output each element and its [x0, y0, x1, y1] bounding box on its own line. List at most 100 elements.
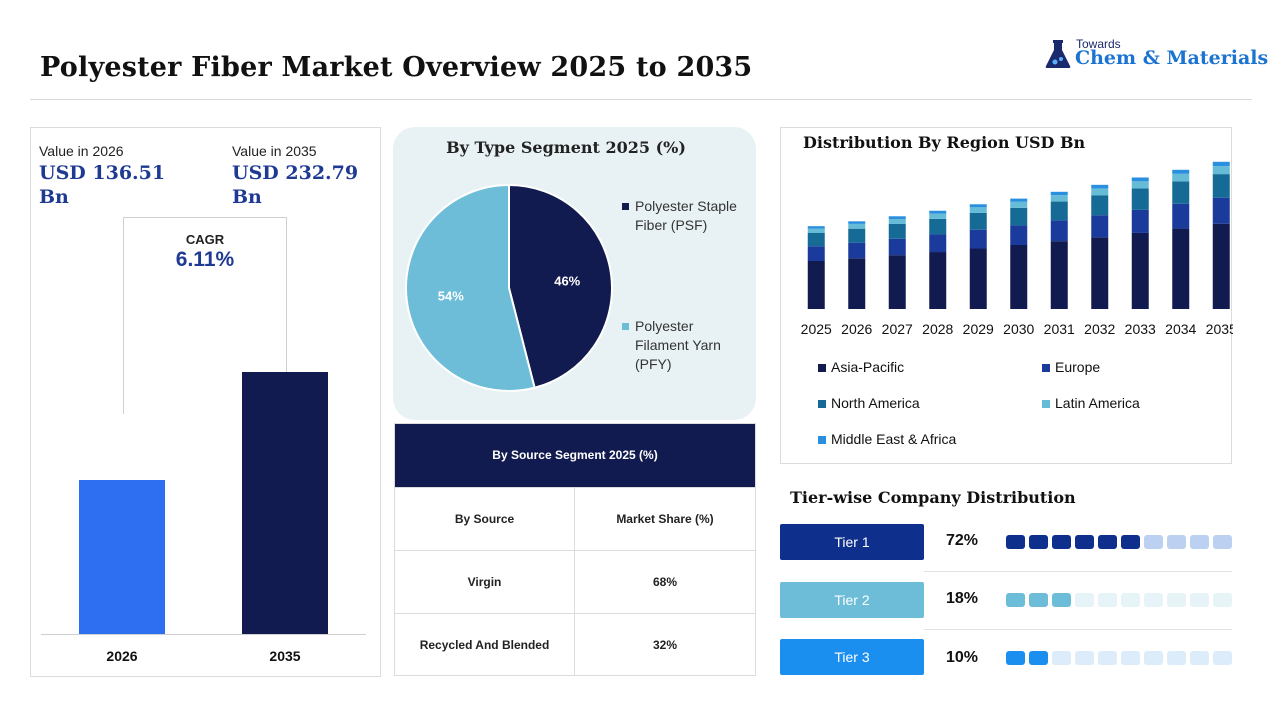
bar-segment-north-america-2033: [1131, 188, 1149, 210]
table-cell-source: Virgin: [395, 551, 575, 613]
table-header-row: By Source Market Share (%): [395, 487, 755, 550]
bar-segment-asia-pacific-2027: [888, 255, 906, 309]
tier-1-label: Tier 1: [780, 524, 924, 560]
bar-segment-latin-america-2035: [1212, 166, 1230, 175]
bar-segment-latin-america-2025: [807, 228, 825, 233]
bar-segment-middle-east-africa-2025: [807, 226, 825, 229]
bar-segment-europe-2033: [1131, 209, 1149, 233]
tier-dot-empty: [1121, 651, 1140, 665]
legend-pfy-label: Polyester Filament Yarn (PFY): [635, 318, 721, 372]
region-panel: Distribution By Region USD Bn 2025 2026 20…: [780, 127, 1233, 464]
tier-dot-filled: [1006, 593, 1025, 607]
bar-segment-asia-pacific-2034: [1172, 228, 1190, 309]
bar-2026: [79, 480, 165, 634]
logo-big-text: Chem & Materials: [1075, 47, 1269, 69]
x-tick-2025: 2025: [801, 321, 832, 337]
tier-2-pct: 18%: [946, 590, 979, 607]
tier-divider: [924, 571, 1232, 572]
tier-dot-empty: [1213, 651, 1232, 665]
x-tick-2035: 2035: [269, 648, 301, 664]
x-axis-line: [41, 634, 366, 635]
page-title: Polyester Fiber Market Overview 2025 to …: [40, 52, 753, 83]
bar-segment-middle-east-africa-2026: [848, 221, 866, 224]
x-tick-2026: 2026: [106, 648, 138, 664]
cagr-box: CAGR 6.11%: [123, 217, 287, 414]
bar-segment-middle-east-africa-2034: [1172, 169, 1190, 174]
table-title: By Source Segment 2025 (%): [395, 424, 755, 487]
bar-segment-asia-pacific-2033: [1131, 232, 1149, 309]
x-tick-2030: 2030: [1003, 321, 1034, 337]
bar-segment-latin-america-2030: [1010, 201, 1028, 208]
tier-3-label: Tier 3: [780, 639, 924, 675]
x-tick-2033: 2033: [1125, 321, 1156, 337]
bar-segment-north-america-2031: [1050, 201, 1068, 221]
bar-segment-asia-pacific-2030: [1010, 245, 1028, 309]
bar-segment-asia-pacific-2032: [1091, 237, 1109, 309]
tier-dot-empty: [1167, 535, 1186, 549]
bar-segment-europe-2027: [888, 238, 906, 256]
value-panel: Value in 2026 USD 136.51 Bn Value in 203…: [30, 127, 381, 677]
logo-small-text: Towards: [1076, 37, 1121, 51]
tier-1-pct: 72%: [946, 532, 979, 549]
tier-dot-filled: [1029, 651, 1048, 665]
legend-swatch: [818, 400, 826, 408]
bar-segment-asia-pacific-2025: [807, 261, 825, 309]
legend-psf-swatch: [622, 203, 629, 210]
tier-dot-empty: [1190, 535, 1209, 549]
legend-label: North America: [831, 395, 920, 411]
cagr-label: CAGR: [185, 232, 225, 247]
legend-swatch: [818, 364, 826, 372]
bar-segment-europe-2026: [848, 242, 866, 259]
table-row: Virgin 68%: [395, 550, 755, 613]
pie-slice-psf-label: 46%: [554, 274, 580, 289]
tier-dot-empty: [1121, 593, 1140, 607]
source-table: By Source Segment 2025 (%) By Source Mar…: [394, 423, 756, 676]
tier-1-dots: [1006, 535, 1236, 549]
x-tick-2034: 2034: [1165, 321, 1196, 337]
tier-title: Tier-wise Company Distribution: [790, 488, 1076, 507]
tier-dot-empty: [1144, 593, 1163, 607]
bar-segment-north-america-2028: [929, 218, 947, 235]
table-header-source: By Source: [395, 488, 575, 550]
tier-dot-empty: [1167, 593, 1186, 607]
tier-dot-empty: [1052, 651, 1071, 665]
tier-dot-filled: [1029, 593, 1048, 607]
legend-label: Middle East & Africa: [831, 431, 957, 447]
bar-segment-asia-pacific-2035: [1212, 223, 1230, 309]
value-2035-label: Value in 2035: [232, 143, 317, 159]
x-tick-2031: 2031: [1044, 321, 1075, 337]
tier-dot-empty: [1075, 651, 1094, 665]
bar-segment-europe-2034: [1172, 203, 1190, 229]
value-2035: USD 232.79 Bn: [232, 162, 359, 208]
bar-segment-middle-east-africa-2029: [969, 204, 987, 208]
bar-segment-north-america-2035: [1212, 174, 1230, 198]
tier-dot-empty: [1167, 651, 1186, 665]
tier-dot-filled: [1052, 535, 1071, 549]
bar-segment-asia-pacific-2031: [1050, 241, 1068, 309]
table-cell-share: 32%: [652, 638, 678, 652]
pie-slice-pfy: [405, 183, 536, 392]
bar-segment-europe-2030: [1010, 225, 1028, 245]
value-2026: USD 136.51 Bn: [39, 162, 166, 208]
region-stacked-chart: 2025 2026 2027 2028 2029 2030 2031 2032 2033 2034…: [801, 161, 1233, 337]
bar-segment-latin-america-2026: [848, 223, 866, 229]
legend-label: Asia-Pacific: [831, 359, 905, 375]
bar-segment-europe-2031: [1050, 220, 1068, 242]
bar-segment-europe-2028: [929, 234, 947, 253]
tier-dot-empty: [1098, 593, 1117, 607]
legend-pfy-swatch: [622, 323, 629, 330]
tier-dot-filled: [1075, 535, 1094, 549]
bar-segment-middle-east-africa-2027: [888, 216, 906, 219]
bar-segment-north-america-2034: [1172, 181, 1190, 204]
x-tick-2027: 2027: [882, 321, 913, 337]
legend-swatch: [818, 436, 826, 444]
bar-segment-latin-america-2029: [969, 207, 987, 213]
legend-swatch: [1042, 364, 1050, 372]
x-tick-2028: 2028: [922, 321, 953, 337]
tier-dot-empty: [1213, 593, 1232, 607]
table-row: Recycled And Blended 32%: [395, 613, 755, 676]
bar-segment-north-america-2025: [807, 233, 825, 247]
value-2026-label: Value in 2026: [39, 143, 124, 159]
tier-2-label: Tier 2: [780, 582, 924, 618]
x-tick-2035: 2035: [1206, 321, 1233, 337]
